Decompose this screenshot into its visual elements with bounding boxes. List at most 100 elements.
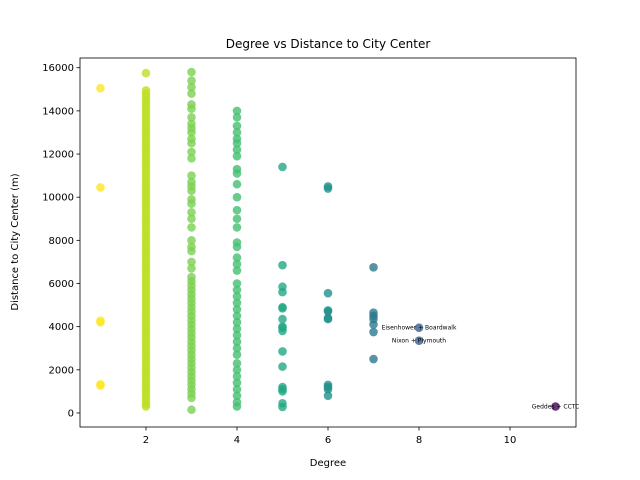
data-point (187, 264, 196, 273)
data-point (187, 393, 196, 403)
data-point (232, 279, 242, 288)
data-point (232, 324, 242, 334)
plot-frame (79, 57, 577, 428)
data-point (232, 384, 242, 394)
data-point (187, 405, 196, 415)
data-point (232, 113, 242, 122)
y-tick-label: 16000 (42, 63, 74, 74)
data-point (187, 246, 196, 256)
data-point (232, 121, 242, 131)
data-point (414, 323, 424, 333)
y-tick-label: 4000 (49, 322, 74, 333)
data-point (369, 354, 378, 364)
data-point (232, 253, 242, 262)
data-point (232, 292, 242, 301)
data-point (278, 162, 287, 172)
point-annotation: Nixon + Plymouth (392, 338, 446, 345)
data-point (232, 205, 242, 215)
data-point (232, 318, 242, 327)
point-annotation: Eisenhower + Boardwalk (382, 325, 457, 332)
data-point (187, 257, 196, 267)
data-point (232, 259, 242, 269)
data-point (232, 365, 242, 375)
data-point (232, 343, 242, 353)
data-point (232, 214, 242, 224)
data-point (414, 336, 424, 345)
data-point (187, 76, 196, 85)
x-tick-label: 2 (143, 435, 149, 446)
data-point (187, 104, 196, 114)
data-point (96, 83, 105, 93)
x-axis-label: Degree (310, 458, 346, 469)
data-point (141, 402, 151, 411)
data-point (232, 266, 242, 275)
data-point (187, 113, 196, 122)
data-point (232, 391, 242, 401)
data-point (369, 320, 378, 329)
data-point (278, 347, 287, 356)
data-points (96, 67, 560, 415)
x-tick-label: 10 (504, 435, 517, 446)
data-point (369, 327, 378, 337)
data-point (278, 314, 287, 324)
data-point (187, 214, 196, 224)
data-point (232, 145, 242, 155)
data-point (323, 184, 333, 193)
y-tick-label: 2000 (49, 365, 74, 376)
y-axis: 0 2000 4000 6000 8000 10000 12000 14000 16000 (42, 63, 80, 419)
data-point (323, 391, 333, 401)
data-point (232, 242, 242, 252)
data-point (232, 169, 242, 178)
data-point (187, 154, 196, 163)
data-point (551, 402, 560, 411)
data-point (187, 199, 196, 208)
data-point (232, 298, 242, 308)
chart-title: Degree vs Distance to City Center (226, 37, 431, 51)
data-point (187, 186, 196, 196)
data-point (232, 285, 242, 295)
x-axis: 2 4 6 8 10 (143, 427, 517, 446)
data-point (323, 314, 333, 324)
data-point (232, 350, 242, 360)
data-point (278, 402, 287, 412)
data-point (232, 106, 242, 116)
x-tick-label: 4 (234, 435, 240, 446)
data-point (187, 207, 196, 217)
data-point (232, 179, 242, 189)
data-point (187, 236, 196, 245)
data-point (232, 378, 242, 388)
y-tick-label: 14000 (42, 106, 74, 117)
data-point (232, 311, 242, 321)
data-point (232, 371, 242, 381)
data-point (232, 337, 242, 347)
data-point (187, 147, 196, 157)
y-tick-label: 6000 (49, 279, 74, 290)
point-annotation: Geddes + CCTC (532, 404, 580, 411)
data-point (232, 223, 242, 232)
data-point (323, 288, 333, 298)
data-point (278, 260, 287, 270)
y-tick-label: 0 (68, 408, 74, 419)
data-point (187, 89, 196, 98)
y-tick-label: 8000 (49, 236, 74, 247)
data-point (232, 151, 242, 161)
data-point (232, 305, 242, 314)
data-point (278, 326, 287, 336)
data-point (96, 183, 105, 192)
data-point (232, 359, 242, 368)
data-point (187, 82, 196, 92)
data-point (141, 68, 151, 78)
data-point (323, 307, 333, 316)
data-point (323, 384, 333, 394)
data-point (187, 128, 196, 137)
annotations: Eisenhower + Boardwalk Nixon + Plymouth Ge… (382, 325, 580, 411)
data-point (96, 318, 105, 327)
data-point (232, 138, 242, 148)
y-axis-label: Distance to City Center (m) (10, 173, 21, 310)
data-point (187, 171, 196, 180)
data-point (232, 192, 242, 202)
data-point (278, 362, 287, 371)
data-point (187, 67, 196, 77)
data-point (187, 138, 196, 148)
